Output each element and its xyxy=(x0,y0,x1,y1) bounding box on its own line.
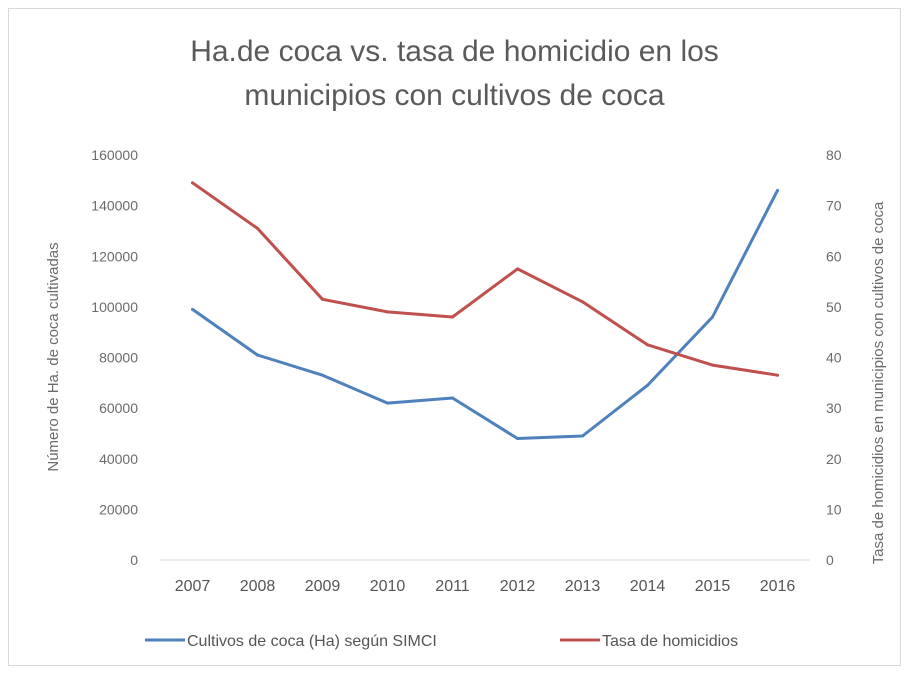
legend-label-homicidios: Tasa de homicidios xyxy=(602,633,738,650)
x-tick-label: 2011 xyxy=(435,578,470,595)
y-axis-right-label: Tasa de homicidios en municipios con cul… xyxy=(870,201,887,564)
x-axis-ticks: 2007 2008 2009 2010 2011 2012 2013 2014 2015 2016 xyxy=(175,578,796,595)
data-point-cultivos-2016 xyxy=(776,188,779,192)
chart-frame xyxy=(8,8,901,666)
x-tick-label: 2008 xyxy=(240,578,276,595)
chart-title-line-2: municipios con cultivos de coca xyxy=(244,79,665,112)
data-point-homicidios-2009 xyxy=(321,297,324,301)
y-left-tick-label: 20000 xyxy=(99,501,138,517)
y-right-tick-label: 20 xyxy=(826,451,842,467)
data-point-cultivos-2009 xyxy=(321,373,324,377)
data-point-cultivos-2013 xyxy=(581,434,584,438)
data-point-homicidios-2015 xyxy=(711,363,714,367)
y-right-tick-label: 60 xyxy=(826,248,842,264)
x-tick-label: 2013 xyxy=(565,578,601,595)
data-point-homicidios-2007 xyxy=(191,181,194,185)
legend: Cultivos de coca (Ha) según SIMCI Tasa d… xyxy=(145,633,738,650)
data-point-homicidios-2011 xyxy=(451,315,454,319)
series-line-homicidios xyxy=(191,181,779,377)
y-axis-left-ticks: 0 20000 40000 60000 80000 100000 120000 140000 1… xyxy=(91,147,138,568)
data-point-cultivos-2011 xyxy=(451,396,454,400)
y-axis-left-label: Número de Ha. de coca cultivadas xyxy=(45,242,62,471)
y-left-tick-label: 140000 xyxy=(91,198,138,214)
y-right-tick-label: 80 xyxy=(826,147,842,163)
data-point-cultivos-2012 xyxy=(516,437,519,440)
x-tick-label: 2016 xyxy=(760,578,796,595)
data-point-homicidios-2012 xyxy=(516,267,519,271)
x-tick-label: 2014 xyxy=(630,578,666,595)
series-lines xyxy=(191,181,779,440)
y-axis-right-ticks: 0 10 20 30 40 50 60 70 80 xyxy=(826,147,842,568)
y-right-tick-label: 0 xyxy=(826,552,834,568)
y-left-tick-label: 0 xyxy=(130,552,138,568)
data-point-homicidios-2010 xyxy=(386,310,389,314)
x-tick-label: 2009 xyxy=(305,578,341,595)
y-left-tick-label: 40000 xyxy=(99,451,138,467)
x-tick-label: 2010 xyxy=(370,578,406,595)
y-left-tick-label: 60000 xyxy=(99,400,138,416)
data-point-cultivos-2008 xyxy=(256,353,259,357)
y-right-tick-label: 50 xyxy=(826,299,842,315)
legend-label-cultivos: Cultivos de coca (Ha) según SIMCI xyxy=(187,633,437,650)
x-tick-label: 2007 xyxy=(175,578,211,595)
data-point-homicidios-2013 xyxy=(581,300,584,304)
y-left-tick-label: 160000 xyxy=(91,147,138,163)
y-left-tick-label: 120000 xyxy=(91,248,138,264)
data-point-cultivos-2010 xyxy=(386,401,389,405)
data-point-cultivos-2007 xyxy=(191,307,194,311)
x-tick-label: 2012 xyxy=(500,578,536,595)
x-tick-label: 2015 xyxy=(695,578,731,595)
y-left-tick-label: 80000 xyxy=(99,350,138,366)
y-right-tick-label: 70 xyxy=(826,198,842,214)
data-point-homicidios-2016 xyxy=(776,373,779,377)
y-right-tick-label: 30 xyxy=(826,400,842,416)
series-line-cultivos xyxy=(191,188,779,440)
chart-title: Ha.de coca vs. tasa de homicidio en los … xyxy=(0,30,909,118)
data-point-homicidios-2014 xyxy=(646,343,649,347)
data-point-cultivos-2014 xyxy=(646,383,649,387)
y-right-tick-label: 10 xyxy=(826,501,842,517)
chart-title-line-1: Ha.de coca vs. tasa de homicidio en los xyxy=(190,35,719,68)
y-left-tick-label: 100000 xyxy=(91,299,138,315)
y-right-tick-label: 40 xyxy=(826,350,842,366)
data-point-homicidios-2008 xyxy=(256,226,259,230)
data-point-cultivos-2015 xyxy=(711,315,714,319)
